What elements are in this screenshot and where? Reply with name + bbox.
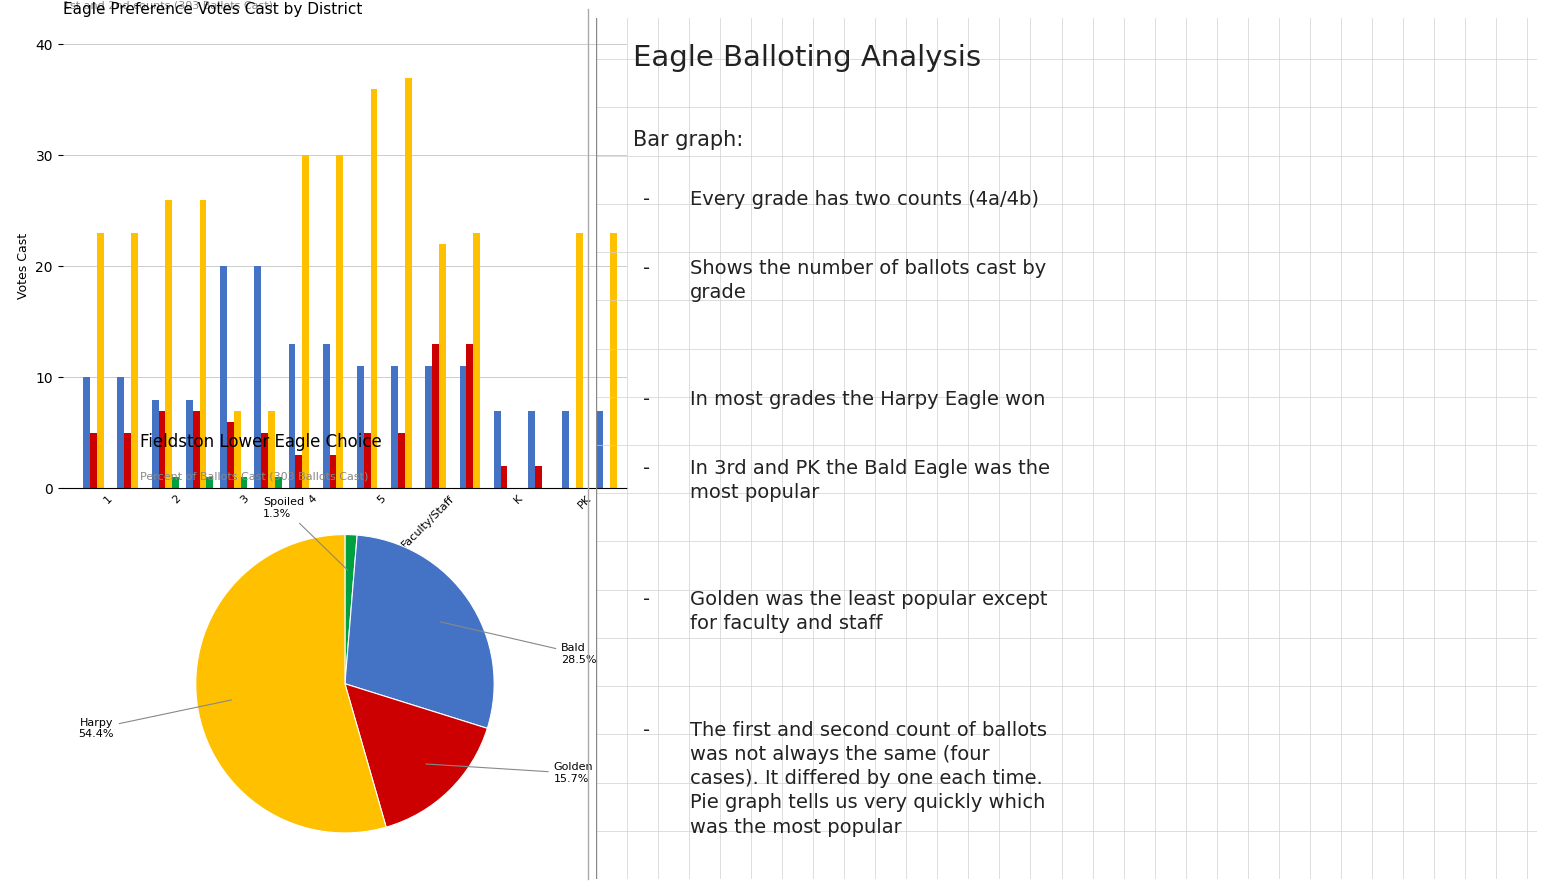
Bar — [329, 455, 337, 488]
Bar — [303, 155, 309, 488]
Bar — [254, 266, 262, 488]
Bar — [563, 410, 569, 488]
Bar — [474, 234, 480, 488]
Text: -: - — [643, 390, 651, 408]
Text: Bar graph:: Bar graph: — [633, 130, 743, 150]
Bar — [274, 478, 282, 488]
Bar — [459, 367, 466, 488]
Text: -: - — [643, 259, 651, 278]
Bar — [610, 234, 616, 488]
Bar — [240, 478, 248, 488]
Bar — [494, 410, 500, 488]
Text: Golden was the least popular except
for faculty and staff: Golden was the least popular except for … — [690, 590, 1047, 633]
Wedge shape — [345, 684, 488, 827]
Bar — [295, 455, 303, 488]
Text: Every grade has two counts (4a/4b): Every grade has two counts (4a/4b) — [690, 190, 1040, 209]
Bar — [172, 478, 179, 488]
Bar — [187, 400, 193, 488]
Bar — [227, 422, 234, 488]
Bar — [165, 200, 172, 488]
Text: Spoiled
1.3%: Spoiled 1.3% — [263, 497, 348, 570]
Text: -: - — [643, 721, 651, 740]
Bar — [152, 400, 158, 488]
Bar — [199, 200, 207, 488]
Bar — [466, 345, 474, 488]
Text: Harpy
54.4%: Harpy 54.4% — [78, 700, 232, 740]
Text: -: - — [643, 190, 651, 209]
Bar — [596, 410, 604, 488]
Bar — [337, 155, 343, 488]
Bar — [364, 433, 370, 488]
Bar — [207, 478, 213, 488]
Text: The first and second count of ballots
was not always the same (four
cases). It d: The first and second count of ballots wa… — [690, 721, 1047, 836]
Text: Fieldston Lower Eagle Choice: Fieldston Lower Eagle Choice — [140, 433, 381, 451]
Bar — [83, 377, 89, 488]
Bar — [425, 367, 433, 488]
Y-axis label: Votes Cast: Votes Cast — [17, 234, 30, 299]
Text: -: - — [643, 590, 651, 608]
Bar — [390, 367, 398, 488]
Bar — [97, 234, 103, 488]
X-axis label: Voting District: Voting District — [301, 560, 389, 574]
Text: Bald
28.5%: Bald 28.5% — [441, 622, 597, 665]
Bar — [323, 345, 329, 488]
Wedge shape — [196, 535, 386, 833]
Text: -: - — [643, 459, 651, 478]
Text: In most grades the Harpy Eagle won: In most grades the Harpy Eagle won — [690, 390, 1046, 408]
Bar — [124, 433, 132, 488]
Bar — [234, 410, 240, 488]
Bar — [193, 410, 199, 488]
Bar — [535, 466, 541, 488]
Bar — [220, 266, 227, 488]
Bar — [439, 244, 445, 488]
Bar — [268, 410, 274, 488]
Bar — [289, 345, 295, 488]
Text: Golden
15.7%: Golden 15.7% — [426, 763, 593, 784]
Text: Shows the number of ballots cast by
grade: Shows the number of ballots cast by grad… — [690, 259, 1046, 302]
Bar — [132, 234, 138, 488]
Bar — [398, 433, 405, 488]
Bar — [575, 234, 583, 488]
Bar — [528, 410, 535, 488]
Bar — [158, 410, 165, 488]
Bar — [89, 433, 97, 488]
Text: Percent of Ballots Cast (303 Ballots Cast): Percent of Ballots Cast (303 Ballots Cas… — [140, 472, 368, 481]
Text: Eagle Balloting Analysis: Eagle Balloting Analysis — [633, 44, 982, 72]
Bar — [358, 367, 364, 488]
Bar — [118, 377, 124, 488]
Bar — [433, 345, 439, 488]
Bar — [405, 78, 412, 488]
Bar — [262, 433, 268, 488]
Bar — [500, 466, 508, 488]
Wedge shape — [345, 535, 494, 728]
Text: 1st and 2nd counts (303 Ballots Cast): 1st and 2nd counts (303 Ballots Cast) — [63, 0, 273, 10]
Bar — [370, 89, 378, 488]
Text: In 3rd and PK the Bald Eagle was the
most popular: In 3rd and PK the Bald Eagle was the mos… — [690, 459, 1051, 502]
Text: Eagle Preference Votes Cast by District: Eagle Preference Votes Cast by District — [63, 2, 362, 17]
Wedge shape — [345, 535, 358, 684]
